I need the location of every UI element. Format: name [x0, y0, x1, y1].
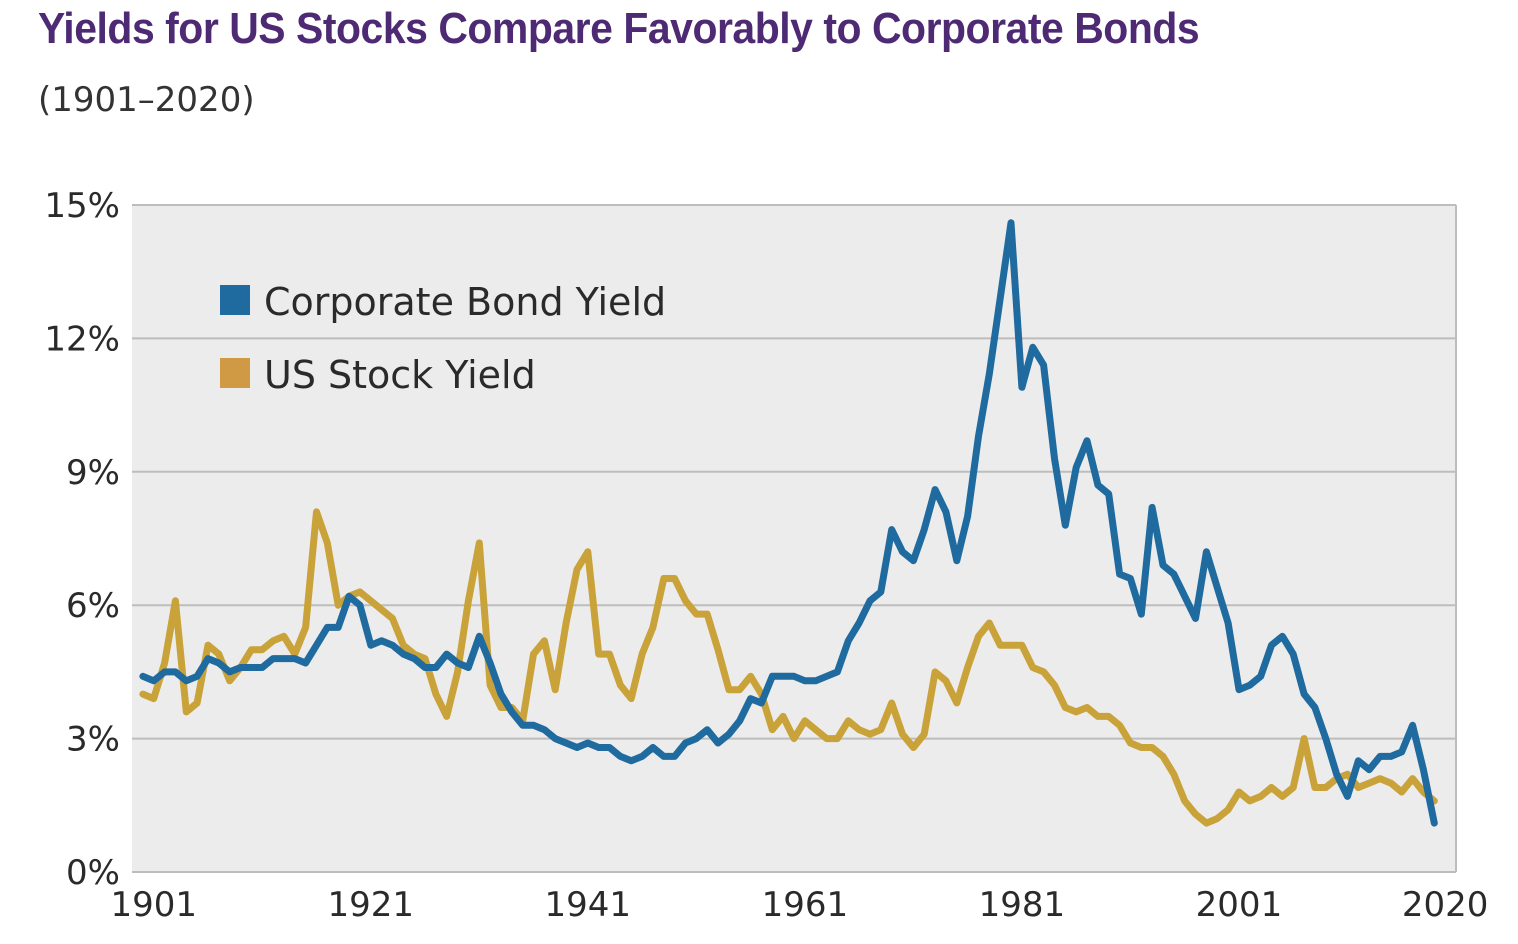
y-tick-label: 9% — [66, 453, 120, 493]
chart-title: Yields for US Stocks Compare Favorably t… — [38, 4, 1200, 53]
x-tick-label: 2001 — [1196, 885, 1283, 925]
y-axis: 0% 3% 6% 9% 12% 15% — [44, 186, 120, 893]
x-axis: 1901 1921 1941 1961 1981 2001 2020 — [110, 885, 1488, 925]
chart-subtitle: (1901–2020) — [38, 80, 255, 120]
legend-label-bond: Corporate Bond Yield — [264, 280, 666, 324]
plot-background — [132, 205, 1456, 872]
series-line-corporate-bond-yield — [139, 219, 1438, 827]
x-tick-label: 1981 — [979, 885, 1066, 925]
legend: Corporate Bond Yield US Stock Yield — [220, 280, 666, 397]
x-tick-label: 1921 — [327, 885, 414, 925]
y-tick-label: 6% — [66, 586, 120, 626]
x-tick-label: 2020 — [1402, 885, 1489, 925]
legend-label-stock: US Stock Yield — [264, 353, 536, 397]
y-tick-label: 12% — [44, 319, 120, 359]
x-tick-label: 1901 — [110, 885, 197, 925]
gridlines — [132, 204, 1457, 873]
x-tick-label: 1961 — [762, 885, 849, 925]
legend-swatch-bond — [220, 285, 250, 315]
series-lines — [139, 219, 1438, 827]
y-tick-label: 0% — [66, 853, 120, 893]
series-line-us-stock-yield — [139, 508, 1438, 827]
x-tick-label: 1941 — [545, 885, 632, 925]
y-tick-label: 3% — [66, 720, 120, 760]
y-tick-label: 15% — [44, 186, 120, 226]
legend-swatch-stock — [220, 358, 250, 388]
